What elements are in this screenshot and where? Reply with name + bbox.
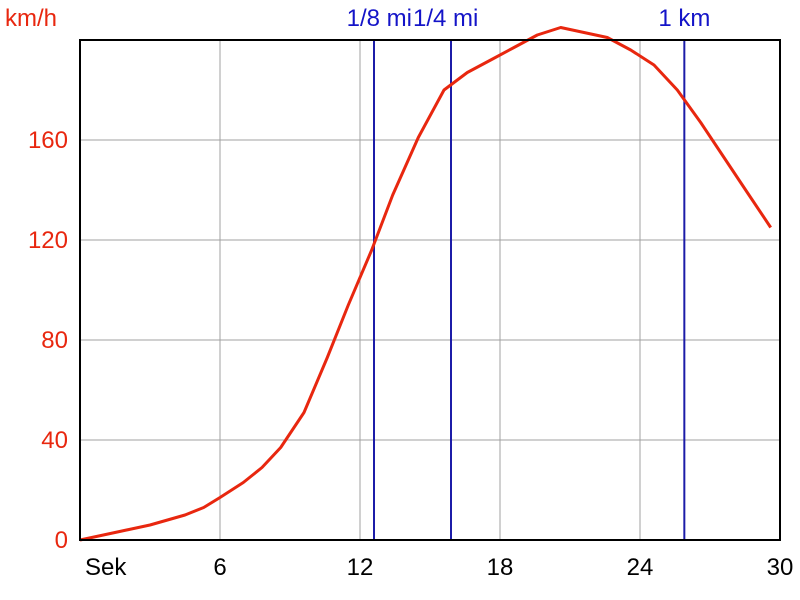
marker-label-2: 1 km [658, 5, 710, 32]
x-tick-label-1: 6 [213, 554, 226, 581]
marker-label-0: 1/8 mi [347, 5, 412, 32]
series-line-0 [79, 26, 772, 542]
y-tick-label-2: 80 [41, 327, 68, 354]
x-tick-label-2: 12 [347, 554, 374, 581]
x-tick-label-3: 18 [487, 554, 514, 581]
y-axis-unit-label: km/h [5, 5, 57, 32]
y-tick-label-0: 0 [55, 527, 68, 554]
plot-frame [79, 39, 781, 541]
marker-label-1: 1/4 mi [413, 5, 478, 32]
marker-labels: 1/8 mi 1/4 mi 1 km [347, 5, 711, 32]
y-tick-label-4: 160 [28, 127, 68, 154]
x-tick-labels: Sek 6 12 18 24 30 [85, 554, 793, 581]
x-tick-label-4: 24 [627, 554, 654, 581]
y-tick-label-3: 120 [28, 227, 68, 254]
distance-markers [373, 40, 686, 540]
grid-lines [80, 40, 780, 540]
y-tick-labels: 0 40 80 120 160 [28, 127, 68, 554]
x-tick-label-0: Sek [85, 554, 127, 581]
y-tick-label-1: 40 [41, 427, 68, 454]
x-tick-label-5: 30 [767, 554, 794, 581]
series-lines [79, 26, 772, 542]
